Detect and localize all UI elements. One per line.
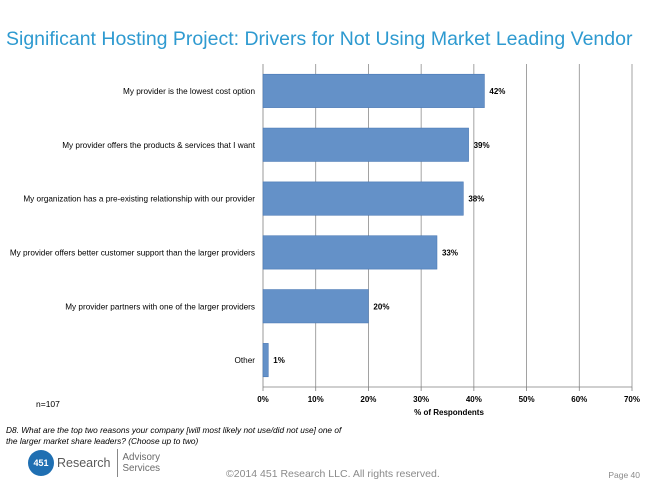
value-label: 20% bbox=[373, 302, 389, 311]
category-label: My provider offers better customer suppo… bbox=[10, 248, 255, 257]
category-label: My organization has a pre-existing relat… bbox=[23, 195, 255, 204]
bar bbox=[262, 343, 269, 378]
value-label: 33% bbox=[442, 248, 458, 257]
value-label: 38% bbox=[468, 195, 484, 204]
bar bbox=[262, 235, 438, 270]
tick-labels: 0% 10% 20% 30% 40% 50% 60% 70% bbox=[257, 395, 640, 404]
x-tick-label: 50% bbox=[519, 395, 535, 404]
bar-chart: My provider is the lowest cost option My … bbox=[10, 64, 640, 417]
category-label: My provider is the lowest cost option bbox=[123, 87, 255, 96]
x-tick-label: 30% bbox=[413, 395, 429, 404]
x-axis-title: % of Respondents bbox=[414, 408, 484, 417]
value-labels: 42% 39% 38% 33% 20% 1% bbox=[273, 87, 505, 365]
category-label: Other bbox=[235, 356, 256, 365]
x-tick-label: 0% bbox=[257, 395, 269, 404]
logo-divider bbox=[116, 449, 118, 477]
page-title: Significant Hosting Project: Drivers for… bbox=[6, 28, 633, 50]
category-label: My provider partners with one of the lar… bbox=[65, 302, 255, 311]
logo-line-1: Advisory bbox=[122, 452, 161, 463]
category-label: My provider offers the products & servic… bbox=[62, 141, 256, 150]
logo-word: Research bbox=[57, 456, 111, 470]
bar bbox=[262, 127, 469, 162]
x-tick-label: 20% bbox=[360, 395, 376, 404]
page-number: Page 40 bbox=[608, 470, 640, 480]
x-tick-label: 10% bbox=[308, 395, 324, 404]
x-tick-label: 70% bbox=[624, 395, 640, 404]
bar bbox=[262, 73, 485, 108]
bar bbox=[262, 289, 369, 324]
value-label: 42% bbox=[489, 87, 505, 96]
logo-badge: 451 bbox=[28, 450, 54, 476]
logo-advisory-services: Advisory Services bbox=[123, 452, 161, 474]
logo-line-2: Services bbox=[122, 463, 161, 474]
x-tick-label: 40% bbox=[466, 395, 482, 404]
logo: 451 Research Advisory Services bbox=[28, 449, 160, 477]
bar bbox=[262, 181, 464, 216]
bars bbox=[262, 73, 485, 378]
grid-lines bbox=[262, 64, 633, 391]
survey-question: D8. What are the top two reasons your co… bbox=[6, 425, 342, 446]
value-label: 1% bbox=[273, 356, 285, 365]
copyright: ©2014 451 Research LLC. All rights reser… bbox=[226, 468, 440, 480]
x-tick-label: 60% bbox=[571, 395, 587, 404]
value-label: 39% bbox=[474, 141, 490, 150]
sample-size: n=107 bbox=[36, 399, 60, 409]
category-labels: My provider is the lowest cost option My … bbox=[10, 87, 256, 365]
